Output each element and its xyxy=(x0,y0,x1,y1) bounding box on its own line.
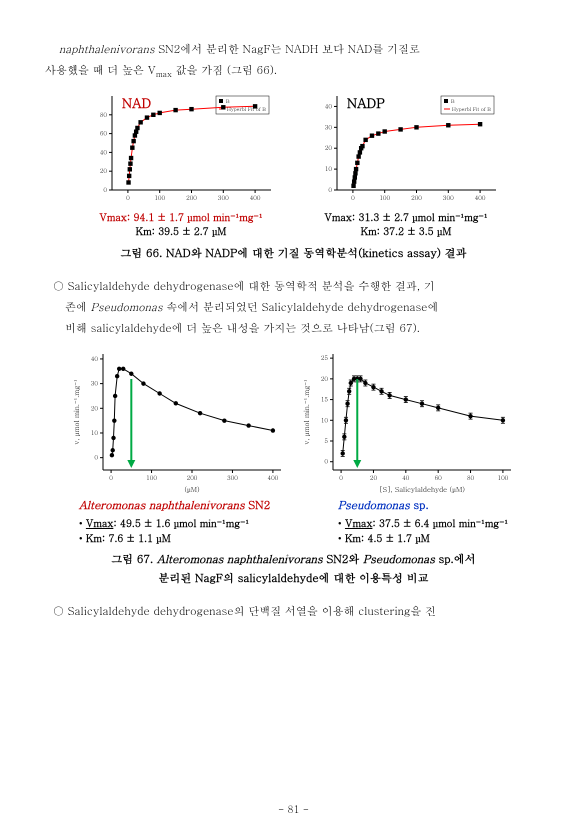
svg-text:v, μmol min.⁻¹.mg⁻¹: v, μmol min.⁻¹.mg⁻¹ xyxy=(301,379,311,444)
intro-t1: SN2에서 분리한 NagF는 NADH 보다 NAD를 기질로 xyxy=(155,42,420,57)
svg-text:40: 40 xyxy=(90,354,98,363)
svg-text:10: 10 xyxy=(324,164,332,173)
svg-text:200: 200 xyxy=(186,473,197,482)
svg-text:400: 400 xyxy=(474,193,485,202)
svg-text:B: B xyxy=(451,98,455,105)
svg-text:80: 80 xyxy=(466,473,474,482)
svg-text:60: 60 xyxy=(99,129,107,138)
svg-text:Hyperbl Fit of B: Hyperbl Fit of B xyxy=(452,106,491,113)
chart-alt-svg: 0 100 200 300 400 0 10 20 30 40 (μM) v, μmol min.⁻¹… xyxy=(69,346,289,496)
svg-text:0: 0 xyxy=(328,185,332,194)
svg-text:20: 20 xyxy=(320,374,328,383)
intro-t2b: 값을 가짐 (그림 66). xyxy=(172,63,277,78)
species-row: Alteromonas naphthalenivorans SN2 • Vmax… xyxy=(45,498,542,547)
svg-text:5: 5 xyxy=(324,436,328,445)
nadp-vmax-label: Vmax xyxy=(324,210,351,224)
svg-text:[S], Salicylaldehyde (μM): [S], Salicylaldehyde (μM) xyxy=(379,484,465,494)
species-alt-title: Alteromonas naphthalenivorans SN2 xyxy=(79,498,270,515)
nad-vmax-val: : 94.1 ± 1.7 μmol min⁻¹mg⁻¹ xyxy=(127,210,263,224)
intro-para: naphthalenivorans SN2에서 분리한 NagF는 NADH 보… xyxy=(45,40,542,82)
chart-nad-box: 0100200300400020406080NADBHyperbl Fit of… xyxy=(84,88,279,238)
p2-l2it: Pseudomonas xyxy=(91,300,163,315)
svg-text:NAD: NAD xyxy=(122,93,152,112)
para-2: ○ Salicylaldehyde dehydrogenase에 대한 동역학적… xyxy=(45,277,542,340)
svg-text:40: 40 xyxy=(402,473,410,482)
svg-text:0: 0 xyxy=(109,473,113,482)
species-pse: Pseudomonas sp. • Vmax: 37.5 ± 6.4 μmol … xyxy=(338,498,508,547)
species-alt: Alteromonas naphthalenivorans SN2 • Vmax… xyxy=(79,498,270,547)
svg-text:200: 200 xyxy=(186,193,197,202)
svg-text:0: 0 xyxy=(351,193,355,202)
chart-nad-svg: 0100200300400020406080NADBHyperbl Fit of… xyxy=(84,88,279,208)
chart-pse-box: 0 20 40 60 80 100 0 5 10 15 20 25 [S], Salicylaldehy… xyxy=(299,346,519,496)
alt-vmax: • Vmax: 49.5 ± 1.6 μmol min⁻¹mg⁻¹ xyxy=(79,516,270,531)
svg-text:(μM): (μM) xyxy=(184,484,200,494)
p2-l2b: 속에서 분리되었던 Salicylaldehyde dehydrogenase에 xyxy=(163,300,439,315)
caption-66: 그림 66. NAD와 NADP에 대한 기질 동역학분석(kinetics a… xyxy=(45,246,542,261)
svg-text:100: 100 xyxy=(154,193,165,202)
p2-l2a: 존에 xyxy=(65,300,91,315)
svg-text:0: 0 xyxy=(324,457,328,466)
nad-km-label: Km xyxy=(136,224,152,238)
svg-text:20: 20 xyxy=(99,166,107,175)
chart-nadp-box: 0 100 200 300 400 0 10 20 30 40 NADP BHyperbl Fit o… xyxy=(309,88,504,238)
intro-t2a: 사용했을 때 더 높은 V xyxy=(45,63,156,78)
svg-text:400: 400 xyxy=(267,473,278,482)
svg-text:10: 10 xyxy=(90,428,98,437)
p2-l3: 비해 salicylaldehyde에 더 높은 내성을 가지는 것으로 나타남… xyxy=(65,321,420,336)
svg-text:100: 100 xyxy=(497,473,508,482)
nad-km-val: : 39.5 ± 2.7 μM xyxy=(152,224,227,238)
alt-km: • Km: 7.6 ± 1.1 μM xyxy=(79,531,270,546)
nadp-vmax-val: : 31.3 ± 2.7 μmol min⁻¹mg⁻¹ xyxy=(352,210,488,224)
svg-text:20: 20 xyxy=(369,473,377,482)
svg-text:0: 0 xyxy=(126,193,130,202)
svg-text:80: 80 xyxy=(99,110,107,119)
svg-text:0: 0 xyxy=(339,473,343,482)
svg-text:100: 100 xyxy=(146,473,157,482)
svg-text:20: 20 xyxy=(90,403,98,412)
charts-row-2: 0100200300400010203040(μM)v, μmol min.⁻¹… xyxy=(45,346,542,496)
nad-vmax-label: Vmax xyxy=(99,210,126,224)
chart-alt-box: 0 100 200 300 400 0 10 20 30 40 (μM) v, μmol min.⁻¹… xyxy=(69,346,289,496)
pse-km: • Km: 4.5 ± 1.7 μM xyxy=(338,531,508,546)
caption-67-l1: 그림 67. Alteromonas naphthalenivorans SN2… xyxy=(45,552,542,567)
svg-text:30: 30 xyxy=(90,379,98,388)
nadp-km-label: Km xyxy=(361,224,377,238)
svg-text:NADP: NADP xyxy=(347,93,385,112)
svg-text:60: 60 xyxy=(434,473,442,482)
svg-text:20: 20 xyxy=(324,143,332,152)
svg-text:B: B xyxy=(226,98,230,105)
svg-text:100: 100 xyxy=(379,193,390,202)
svg-text:300: 300 xyxy=(227,473,238,482)
svg-text:400: 400 xyxy=(249,193,260,202)
svg-text:300: 300 xyxy=(442,193,453,202)
svg-text:40: 40 xyxy=(324,102,332,111)
intro-sub: max xyxy=(156,69,172,80)
svg-text:15: 15 xyxy=(320,395,328,404)
nadp-km-val: : 37.2 ± 3.5 μM xyxy=(377,224,452,238)
pse-vmax: • Vmax: 37.5 ± 6.4 μmol min⁻¹mg⁻¹ xyxy=(338,516,508,531)
svg-text:30: 30 xyxy=(324,123,332,132)
svg-text:40: 40 xyxy=(99,148,107,157)
chart-nadp-svg: 0 100 200 300 400 0 10 20 30 40 NADP BHyperbl Fit o… xyxy=(309,88,504,208)
svg-text:25: 25 xyxy=(320,353,328,362)
species-pse-title: Pseudomonas sp. xyxy=(338,498,508,515)
p2-l1: ○ Salicylaldehyde dehydrogenase에 대한 동역학적… xyxy=(53,279,435,294)
svg-text:0: 0 xyxy=(103,185,107,194)
p3-l1: ○ Salicylaldehyde dehydrogenase의 단백질 서열을… xyxy=(53,604,436,619)
svg-text:0: 0 xyxy=(94,453,98,462)
chart-pse-svg: 0 20 40 60 80 100 0 5 10 15 20 25 [S], Salicylaldehy… xyxy=(299,346,519,496)
svg-text:300: 300 xyxy=(217,193,228,202)
svg-text:v, μmol min.⁻¹.mg⁻¹: v, μmol min.⁻¹.mg⁻¹ xyxy=(71,379,81,444)
charts-row-1: 0100200300400020406080NADBHyperbl Fit of… xyxy=(45,88,542,238)
svg-text:200: 200 xyxy=(411,193,422,202)
caption-67-l2: 분리된 NagF의 salicylaldehyde에 대한 이용특성 비교 xyxy=(45,571,542,586)
intro-italic: naphthalenivorans xyxy=(59,42,155,57)
page-number: - 81 - xyxy=(0,802,587,816)
svg-text:10: 10 xyxy=(320,415,328,424)
nad-metrics: Vmax: 94.1 ± 1.7 μmol min⁻¹mg⁻¹ Km: 39.5… xyxy=(99,210,262,238)
nadp-metrics: Vmax: 31.3 ± 2.7 μmol min⁻¹mg⁻¹ Km: 37.2… xyxy=(324,210,487,238)
para-3: ○ Salicylaldehyde dehydrogenase의 단백질 서열을… xyxy=(45,602,542,623)
